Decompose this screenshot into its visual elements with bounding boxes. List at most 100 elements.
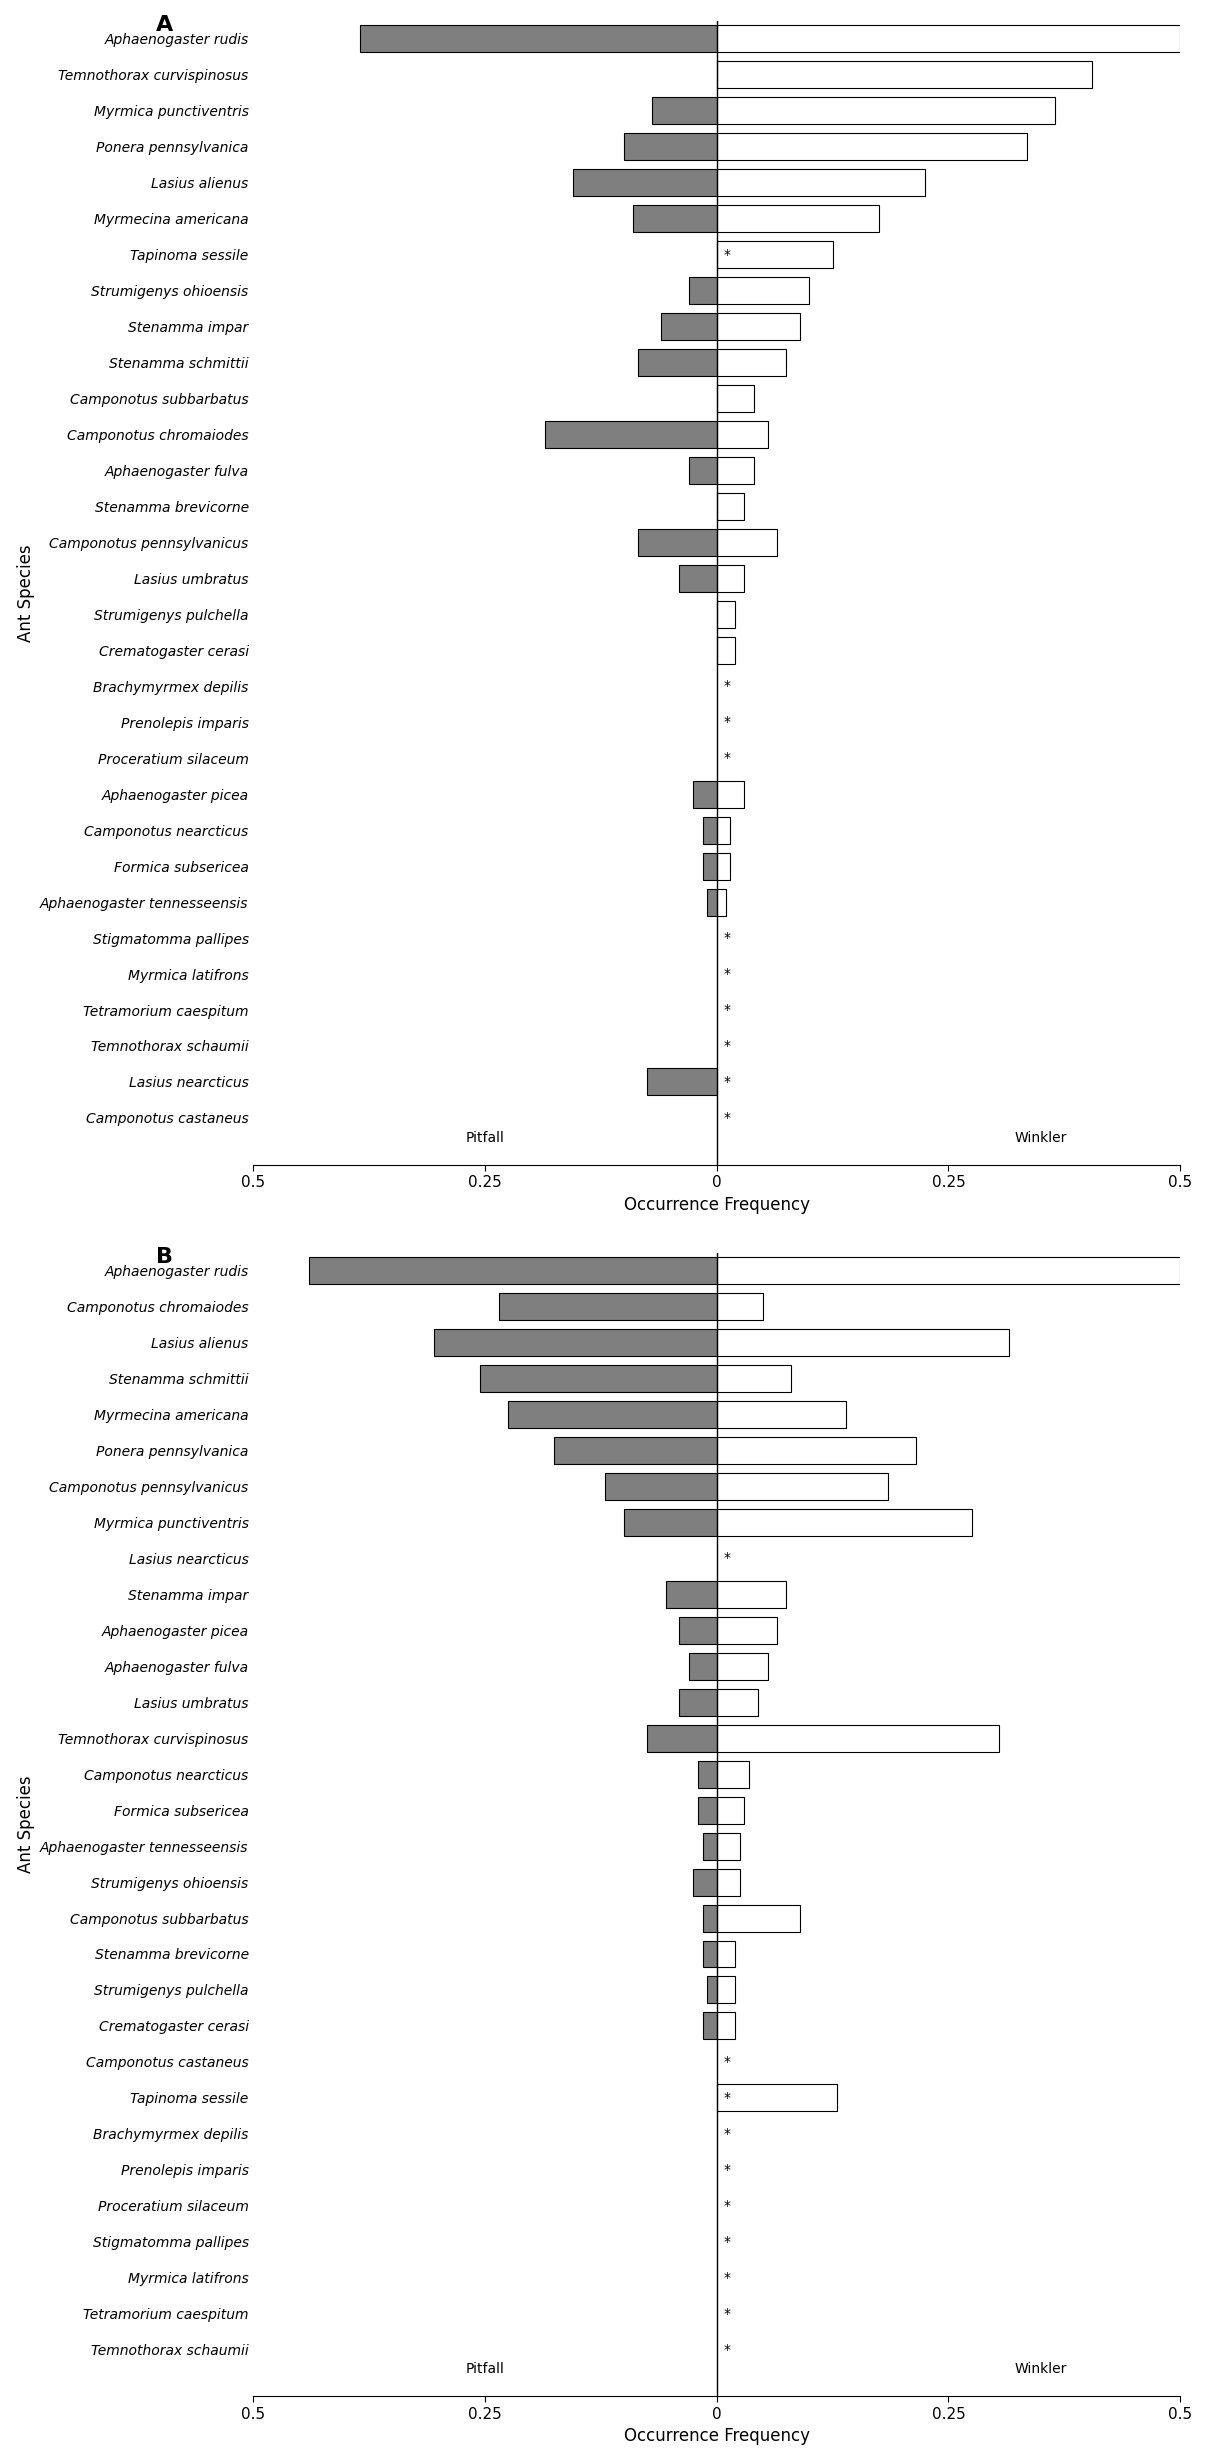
Bar	[717, 1797, 745, 1824]
Bar	[498, 1293, 717, 1320]
Bar	[638, 529, 717, 556]
Y-axis label: Ant Species: Ant Species	[17, 1775, 35, 1874]
Text: A: A	[156, 15, 173, 34]
Text: *: *	[724, 1002, 731, 1017]
Text: *: *	[724, 751, 731, 766]
Bar	[717, 458, 753, 485]
Bar	[573, 170, 717, 197]
Text: Pitfall: Pitfall	[465, 2364, 504, 2376]
Text: *: *	[724, 2199, 731, 2213]
Bar	[717, 98, 1055, 126]
Text: *: *	[724, 2307, 731, 2322]
Bar	[717, 1293, 763, 1320]
Text: *: *	[724, 2270, 731, 2285]
Bar	[717, 1977, 735, 2004]
Bar	[702, 1940, 717, 1967]
Bar	[717, 2011, 735, 2039]
Bar	[717, 601, 735, 628]
Bar	[717, 421, 768, 448]
Bar	[717, 638, 735, 665]
Bar	[717, 241, 833, 268]
Bar	[702, 817, 717, 844]
Bar	[545, 421, 717, 448]
Text: *: *	[724, 1039, 731, 1054]
Text: *: *	[724, 2056, 731, 2068]
Bar	[689, 1652, 717, 1679]
Bar	[717, 1652, 768, 1679]
Bar	[666, 1581, 717, 1608]
Bar	[698, 1797, 717, 1824]
Bar	[717, 204, 879, 231]
Bar	[717, 1760, 750, 1787]
Bar	[717, 492, 745, 519]
Text: *: *	[724, 931, 731, 945]
Bar	[717, 889, 725, 916]
Bar	[689, 278, 717, 305]
Bar	[624, 133, 717, 160]
Bar	[647, 1069, 717, 1096]
Bar	[694, 1869, 717, 1896]
Text: *: *	[724, 968, 731, 980]
Bar	[359, 25, 717, 52]
Text: *: *	[724, 2127, 731, 2142]
Text: *: *	[724, 2162, 731, 2176]
Bar	[717, 1364, 791, 1391]
Text: *: *	[724, 680, 731, 694]
Bar	[638, 350, 717, 377]
Bar	[717, 1509, 972, 1536]
Text: Winkler: Winkler	[1016, 2364, 1068, 2376]
Bar	[652, 98, 717, 126]
Bar	[707, 1977, 717, 2004]
Text: Pitfall: Pitfall	[465, 1130, 504, 1145]
Bar	[717, 852, 730, 879]
Text: Winkler: Winkler	[1016, 1130, 1068, 1145]
Bar	[717, 1258, 1180, 1285]
Bar	[508, 1401, 717, 1428]
Bar	[634, 204, 717, 231]
Bar	[717, 278, 809, 305]
Text: *: *	[724, 2344, 731, 2356]
Bar	[606, 1472, 717, 1499]
Bar	[679, 564, 717, 591]
Bar	[702, 1906, 717, 1933]
Bar	[717, 313, 800, 340]
Bar	[694, 780, 717, 808]
Bar	[717, 564, 745, 591]
Bar	[308, 1258, 717, 1285]
Bar	[717, 1329, 1008, 1357]
Bar	[717, 1726, 1000, 1750]
Text: *: *	[724, 249, 731, 261]
Bar	[717, 1618, 777, 1645]
Bar	[717, 1401, 846, 1428]
Bar	[661, 313, 717, 340]
Bar	[717, 1581, 786, 1608]
Bar	[717, 2085, 837, 2112]
Bar	[717, 1832, 740, 1859]
Bar	[679, 1689, 717, 1716]
Bar	[717, 1438, 916, 1465]
Text: *: *	[724, 2235, 731, 2248]
Bar	[717, 1906, 800, 1933]
Bar	[717, 817, 730, 844]
Bar	[647, 1726, 717, 1750]
Bar	[480, 1364, 717, 1391]
Bar	[717, 384, 753, 411]
Bar	[717, 1940, 735, 1967]
Bar	[717, 529, 777, 556]
Text: *: *	[724, 1110, 731, 1125]
Text: *: *	[724, 1076, 731, 1088]
Bar	[717, 350, 786, 377]
Bar	[679, 1618, 717, 1645]
Bar	[717, 780, 745, 808]
Bar	[702, 2011, 717, 2039]
Bar	[717, 170, 925, 197]
Bar	[434, 1329, 717, 1357]
Bar	[689, 458, 717, 485]
Bar	[554, 1438, 717, 1465]
Bar	[717, 25, 1180, 52]
Y-axis label: Ant Species: Ant Species	[17, 544, 35, 643]
Bar	[717, 1472, 889, 1499]
Bar	[702, 1832, 717, 1859]
Text: *: *	[724, 2090, 731, 2105]
Bar	[717, 1689, 758, 1716]
